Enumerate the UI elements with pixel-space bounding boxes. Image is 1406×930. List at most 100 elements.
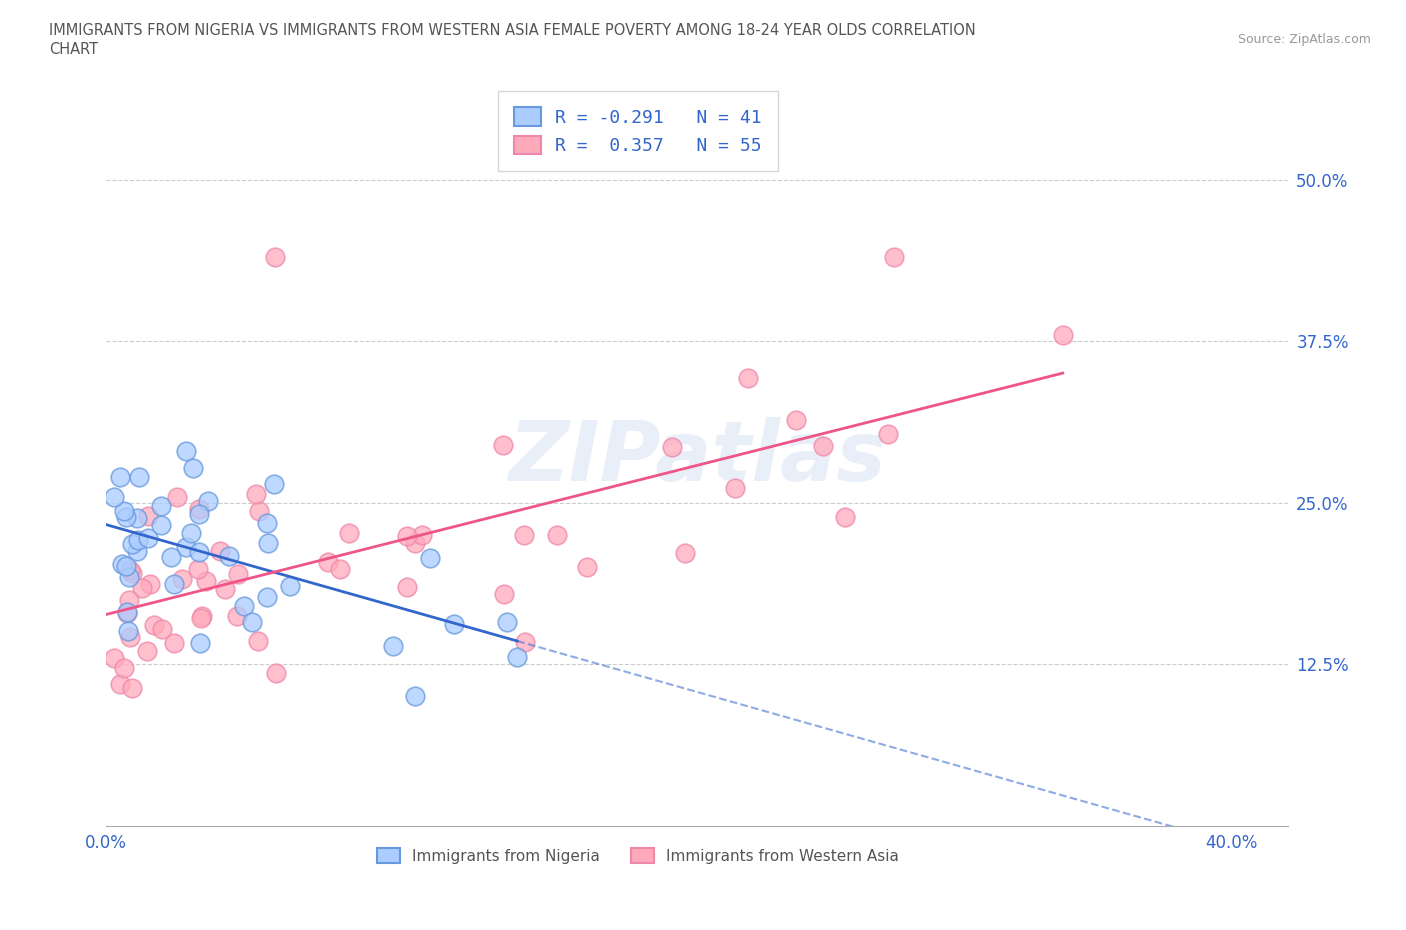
Point — [515, 634, 537, 649]
Point — [112, 661, 135, 676]
Point — [513, 527, 536, 542]
Point — [117, 605, 139, 620]
Point — [226, 609, 249, 624]
Point — [121, 537, 143, 551]
Point — [187, 562, 209, 577]
Point — [118, 563, 141, 578]
Point — [197, 494, 219, 509]
Point — [256, 515, 278, 530]
Point — [404, 536, 426, 551]
Point — [188, 635, 211, 650]
Text: CHART: CHART — [49, 42, 98, 57]
Point — [103, 489, 125, 504]
Point — [163, 636, 186, 651]
Point — [737, 370, 759, 385]
Point — [494, 587, 516, 602]
Point — [108, 470, 131, 485]
Point — [247, 503, 270, 518]
Text: ZIPatlas: ZIPatlas — [508, 418, 886, 498]
Text: IMMIGRANTS FROM NIGERIA VS IMMIGRANTS FROM WESTERN ASIA FEMALE POVERTY AMONG 18-: IMMIGRANTS FROM NIGERIA VS IMMIGRANTS FR… — [49, 23, 976, 38]
Point — [117, 604, 139, 619]
Point — [187, 502, 209, 517]
Point — [112, 504, 135, 519]
Point — [264, 665, 287, 680]
Point — [135, 644, 157, 658]
Point — [163, 577, 186, 591]
Point — [127, 544, 149, 559]
Point — [404, 688, 426, 703]
Point — [546, 527, 568, 542]
Point — [506, 650, 529, 665]
Point — [226, 567, 249, 582]
Point — [263, 477, 285, 492]
Point — [1052, 327, 1074, 342]
Point — [174, 444, 197, 458]
Point — [128, 470, 150, 485]
Point — [576, 559, 599, 574]
Text: Source: ZipAtlas.com: Source: ZipAtlas.com — [1237, 33, 1371, 46]
Point — [214, 582, 236, 597]
Point — [256, 589, 278, 604]
Point — [264, 250, 287, 265]
Point — [191, 608, 214, 623]
Point — [240, 615, 263, 630]
Point — [381, 638, 404, 653]
Point — [115, 509, 138, 524]
Point — [170, 572, 193, 587]
Point — [115, 558, 138, 573]
Point — [245, 486, 267, 501]
Point — [118, 569, 141, 584]
Point — [194, 574, 217, 589]
Point — [108, 677, 131, 692]
Point — [190, 611, 212, 626]
Point — [316, 555, 339, 570]
Point — [883, 250, 905, 265]
Point — [188, 506, 211, 521]
Legend: Immigrants from Nigeria, Immigrants from Western Asia: Immigrants from Nigeria, Immigrants from… — [371, 842, 905, 870]
Point — [131, 580, 153, 595]
Point — [329, 561, 352, 576]
Point — [496, 615, 519, 630]
Point — [136, 530, 159, 545]
Point — [150, 621, 173, 636]
Point — [118, 630, 141, 644]
Point — [246, 633, 269, 648]
Point — [278, 578, 301, 593]
Point — [877, 427, 900, 442]
Point — [125, 511, 148, 525]
Point — [233, 599, 256, 614]
Point — [118, 592, 141, 607]
Point — [419, 551, 441, 565]
Point — [395, 579, 418, 594]
Point — [492, 438, 515, 453]
Point — [150, 498, 173, 513]
Point — [121, 565, 143, 580]
Point — [136, 509, 159, 524]
Point — [218, 549, 240, 564]
Point — [111, 557, 134, 572]
Point — [673, 545, 696, 560]
Point — [103, 651, 125, 666]
Point — [117, 623, 139, 638]
Point — [813, 439, 835, 454]
Point — [209, 544, 232, 559]
Point — [121, 681, 143, 696]
Point — [396, 529, 419, 544]
Point — [785, 412, 807, 427]
Point — [181, 460, 204, 475]
Point — [174, 539, 197, 554]
Point — [188, 545, 211, 560]
Point — [143, 618, 166, 633]
Point — [256, 536, 278, 551]
Point — [166, 489, 188, 504]
Point — [139, 577, 162, 591]
Point — [661, 439, 683, 454]
Point — [337, 525, 360, 540]
Point — [411, 527, 433, 542]
Point — [834, 510, 856, 525]
Point — [127, 533, 149, 548]
Point — [149, 518, 172, 533]
Point — [180, 525, 202, 540]
Point — [443, 617, 465, 631]
Point — [160, 550, 183, 565]
